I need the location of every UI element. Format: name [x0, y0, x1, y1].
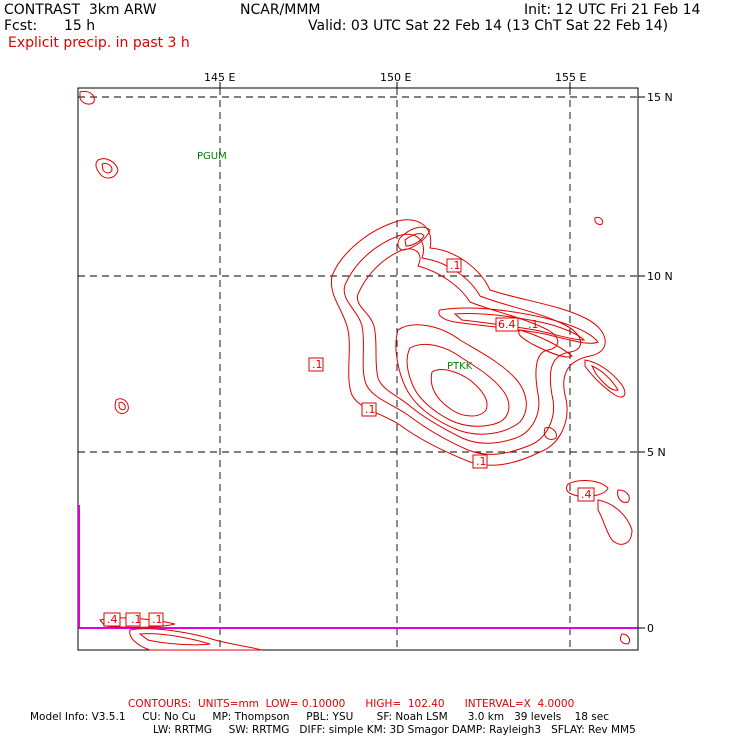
forecast-label: Fcst: [4, 18, 38, 34]
contour-se-cell [565, 480, 609, 497]
contour-west-cell-1 [95, 158, 119, 179]
domain-boundary-marker [78, 505, 637, 629]
init-time: Init: 12 UTC Fri 21 Feb 14 [524, 2, 701, 18]
contour-west-cell-2-inner [118, 402, 126, 411]
contour-east-cell-inner [590, 365, 619, 391]
tick-marks [219, 82, 645, 629]
graticule [78, 88, 638, 650]
contour-label: .1 [365, 403, 376, 416]
contour-label: .4 [107, 613, 118, 626]
lon-label-155e: 155 E [555, 71, 587, 84]
map-frame [77, 87, 639, 651]
valid-time: Valid: 03 UTC Sat 22 Feb 14 (13 ChT Sat … [308, 18, 669, 34]
contour-3 [356, 248, 559, 444]
contour-north-cell-inner [404, 233, 425, 247]
contour-west-cell-2 [114, 398, 129, 414]
contour-ne-cell [594, 217, 603, 225]
contour-east-band-inner [453, 312, 586, 341]
center-label: NCAR/MMM [240, 2, 321, 18]
model-info-line-2: LW: RRTMG SW: RRTMG DIFF: simple KM: 3D … [153, 724, 636, 736]
model-title: CONTRAST 3km ARW [4, 2, 157, 18]
contour-label-max: 6.4 [498, 318, 516, 331]
contour-label: .1 [131, 613, 142, 626]
contour-info: CONTOURS: UNITS=mm LOW= 0.10000 HIGH= 10… [128, 698, 575, 710]
contour-label-boxes [103, 258, 595, 627]
contour-west-cell-1-inner [101, 163, 113, 174]
contour-north-cell [397, 226, 431, 251]
contour-se-arc [597, 499, 633, 545]
contour-sw-cell [543, 427, 557, 441]
contour-outer [330, 219, 606, 466]
station-ptkk: PTKK [447, 361, 473, 372]
contour-core-2 [406, 343, 510, 427]
field-title: Explicit precip. in past 3 h [8, 35, 190, 51]
lat-label-10n: 10 N [647, 270, 673, 283]
contour-2 [343, 233, 582, 455]
contour-label: .1 [312, 358, 323, 371]
contour-se-corner [619, 633, 631, 645]
contour-label: .4 [581, 488, 592, 501]
lon-label-145e: 145 E [204, 71, 236, 84]
contour-label: .1 [152, 613, 163, 626]
lon-label-150e: 150 E [380, 71, 412, 84]
model-info-line-1: Model Info: V3.5.1 CU: No Cu MP: Thompso… [30, 711, 609, 723]
contour-east-cell [584, 359, 626, 398]
contour-nw-corner [79, 91, 95, 105]
contour-east-arm [518, 329, 573, 358]
contour-se-small [617, 489, 630, 503]
contour-equator-band-inner [138, 633, 211, 646]
forecast-hour: 15 h [64, 18, 96, 34]
contour-label: .1 [528, 318, 539, 331]
contour-equator-band [129, 628, 263, 651]
lat-label-equator: 0 [647, 622, 654, 635]
lat-label-15n: 15 N [647, 91, 673, 104]
precip-contours [79, 91, 633, 651]
contour-core-1 [395, 324, 527, 435]
contour-label: .1 [476, 455, 487, 468]
contour-east-band [438, 307, 599, 344]
station-pgum: PGUM [197, 151, 227, 162]
contour-label: .1 [450, 259, 461, 272]
lat-label-5n: 5 N [647, 446, 666, 459]
contour-core-3 [430, 369, 488, 417]
